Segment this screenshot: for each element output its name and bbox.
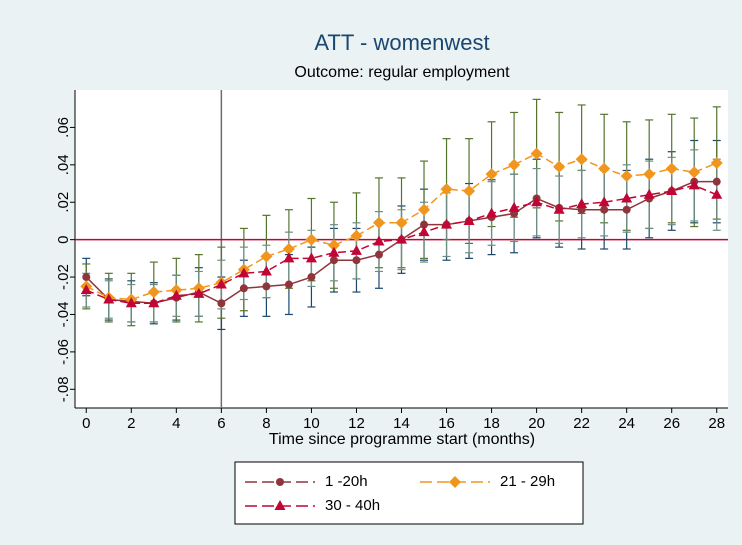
- marker: [418, 226, 430, 237]
- marker: [666, 185, 678, 196]
- marker: [508, 201, 520, 212]
- marker: [622, 205, 631, 214]
- marker: [282, 243, 295, 255]
- x-tick-label: 20: [528, 415, 545, 432]
- x-tick-label: 10: [303, 415, 320, 432]
- marker: [710, 156, 723, 169]
- x-tick-label: 14: [393, 415, 410, 432]
- marker: [262, 282, 271, 291]
- marker: [420, 220, 429, 229]
- marker: [643, 188, 655, 199]
- marker: [576, 198, 588, 209]
- x-tick-label: 16: [438, 415, 455, 432]
- marker: [193, 287, 205, 298]
- marker: [374, 250, 383, 259]
- marker: [396, 233, 407, 244]
- marker: [238, 267, 250, 278]
- marker: [239, 284, 248, 293]
- marker: [217, 299, 226, 308]
- marker: [688, 179, 700, 190]
- marker: [305, 233, 318, 246]
- x-tick-label: 8: [262, 415, 270, 432]
- chart-subtitle: Outcome: regular employment: [294, 64, 510, 81]
- marker: [531, 196, 543, 207]
- marker: [486, 207, 498, 218]
- marker: [440, 183, 453, 196]
- legend-marker: [449, 476, 461, 488]
- marker: [307, 273, 316, 282]
- legend-label: 30 - 40h: [325, 497, 380, 514]
- marker: [441, 218, 453, 229]
- marker: [485, 168, 498, 181]
- x-tick-label: 2: [127, 415, 135, 432]
- marker: [283, 252, 295, 263]
- marker: [508, 158, 521, 171]
- y-tick-label: -.08: [55, 376, 72, 402]
- x-tick-label: 28: [708, 415, 725, 432]
- marker: [260, 250, 273, 263]
- marker: [418, 203, 431, 216]
- y-tick-label: .04: [55, 154, 72, 175]
- y-tick-label: .02: [55, 192, 72, 213]
- marker: [305, 252, 317, 263]
- x-tick-label: 18: [483, 415, 500, 432]
- y-tick-label: -.06: [55, 339, 72, 365]
- marker: [373, 235, 385, 246]
- x-tick-label: 12: [348, 415, 365, 432]
- x-tick-label: 26: [663, 415, 680, 432]
- marker: [712, 177, 721, 186]
- marker: [148, 297, 160, 308]
- marker: [147, 286, 160, 299]
- marker: [575, 153, 588, 166]
- legend-label: 1 -20h: [325, 473, 368, 490]
- y-tick-label: .06: [55, 117, 72, 138]
- x-axis-label: Time since programme start (months): [269, 431, 535, 448]
- x-tick-label: 22: [573, 415, 590, 432]
- x-tick-label: 4: [172, 415, 180, 432]
- marker: [260, 265, 272, 276]
- marker: [284, 280, 293, 289]
- marker: [598, 196, 610, 207]
- marker: [530, 147, 543, 160]
- marker: [80, 284, 92, 295]
- marker: [103, 293, 115, 304]
- marker: [350, 244, 362, 255]
- x-tick-label: 0: [82, 415, 90, 432]
- marker: [463, 185, 476, 198]
- marker: [352, 256, 361, 265]
- marker: [621, 192, 633, 203]
- chart-title: ATT - womenwest: [314, 30, 489, 55]
- y-tick-label: -.02: [55, 264, 72, 290]
- legend: [234, 461, 584, 525]
- legend-label: 21 - 29h: [500, 473, 555, 490]
- marker: [643, 168, 656, 181]
- marker: [329, 256, 338, 265]
- marker: [598, 162, 611, 175]
- marker: [620, 170, 633, 183]
- y-tick-label: -.04: [55, 302, 72, 328]
- marker: [665, 162, 678, 175]
- x-tick-label: 6: [217, 415, 225, 432]
- marker: [395, 216, 408, 229]
- marker: [328, 246, 340, 257]
- marker: [170, 289, 182, 300]
- marker: [688, 166, 701, 179]
- legend-marker: [274, 500, 286, 510]
- marker: [600, 205, 609, 214]
- marker: [553, 160, 566, 173]
- marker: [327, 239, 340, 252]
- marker: [82, 273, 91, 282]
- marker: [463, 214, 475, 225]
- legend-marker: [276, 478, 284, 486]
- marker: [553, 203, 565, 214]
- marker: [372, 216, 385, 229]
- marker: [350, 229, 363, 242]
- y-tick-label: 0: [55, 235, 72, 243]
- marker: [711, 188, 723, 199]
- x-tick-label: 24: [618, 415, 635, 432]
- marker: [125, 297, 137, 308]
- marker: [215, 278, 227, 289]
